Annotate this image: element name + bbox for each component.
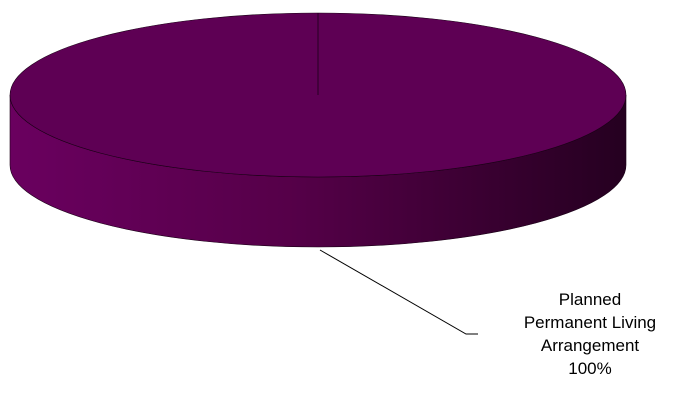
slice-label: Planned Permanent Living Arrangement 100… bbox=[520, 288, 660, 380]
category-label: Planned Permanent Living Arrangement bbox=[523, 290, 657, 355]
leader-line bbox=[319, 249, 478, 335]
value-label: 100% bbox=[568, 359, 612, 378]
